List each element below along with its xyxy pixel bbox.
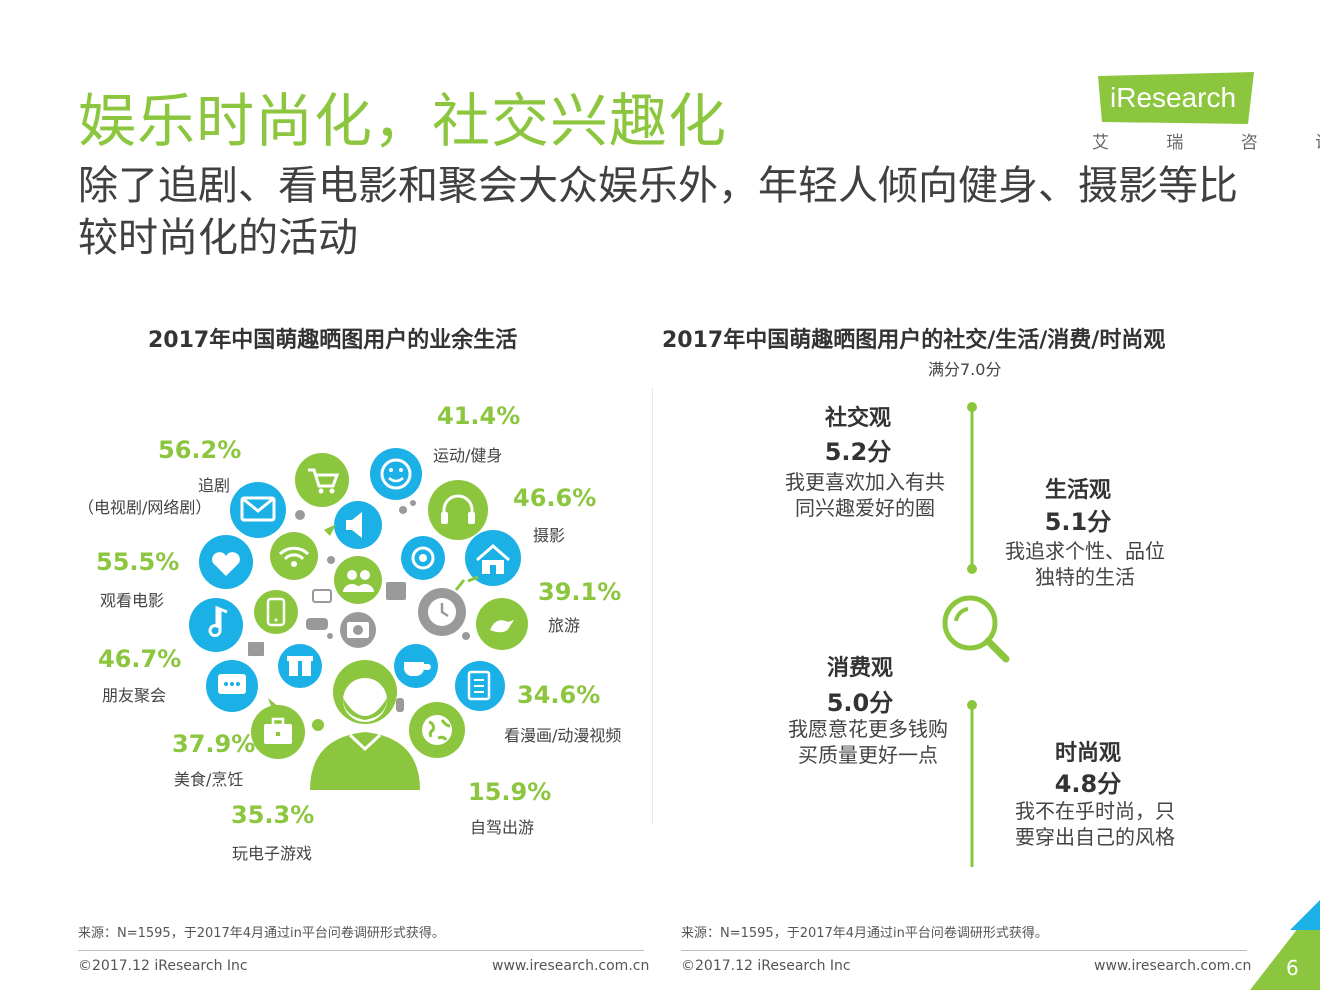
footer-copyright-right: ©2017.12 iResearch Inc	[681, 958, 851, 974]
view-fashion-title: 时尚观	[1054, 741, 1121, 766]
view-consumption-score: 5.0分	[826, 689, 894, 717]
view-social-title: 社交观	[824, 406, 891, 431]
right-chart-title: 2017年中国萌趣晒图用户的社交/生活/消费/时尚观	[662, 328, 1166, 353]
label-drama-detail: （电视剧/网络剧）	[78, 498, 212, 517]
mail-icon	[230, 482, 286, 538]
pct-roadtrip: 15.9%	[468, 778, 552, 806]
view-social-score: 5.2分	[824, 438, 892, 466]
label-food: 美食/烹饪	[174, 770, 244, 789]
chat-icon	[206, 660, 258, 712]
label-roadtrip: 自驾出游	[470, 818, 535, 837]
footer-source-left: 来源：N=1595，于2017年4月通过in平台问卷调研形式获得。	[78, 926, 445, 941]
iresearch-logo	[1098, 72, 1254, 124]
megaphone-icon	[334, 501, 382, 549]
at-icon	[401, 536, 445, 580]
globe-icon	[409, 702, 465, 758]
page-subtitle: 除了追剧、看电影和聚会大众娱乐外，年轻人倾向健身、摄影等比较时尚化的活动	[78, 163, 1238, 261]
pct-party: 46.7%	[98, 645, 182, 673]
heart-icon	[199, 535, 253, 589]
pct-food: 37.9%	[172, 730, 256, 758]
right-chart-note: 满分7.0分	[928, 360, 1002, 379]
label-drama: 追剧	[198, 476, 231, 495]
footer-rule-left	[78, 950, 644, 951]
pct-photography: 46.6%	[513, 484, 597, 512]
page-number: 6	[1286, 956, 1299, 980]
pct-movies: 55.5%	[96, 548, 180, 576]
view-life-title: 生活观	[1044, 478, 1111, 503]
logo-text: iResearch	[1110, 82, 1237, 113]
headphones-icon	[428, 480, 488, 540]
hobby-icon-cluster	[189, 448, 528, 790]
footer-source-right: 来源：N=1595，于2017年4月通过in平台问卷调研形式获得。	[681, 926, 1048, 941]
gift-icon	[278, 644, 322, 688]
view-fashion-desc1: 我不在乎时尚，只	[1015, 799, 1175, 823]
search-magnifier-icon	[942, 595, 1010, 663]
section-divider	[652, 388, 653, 823]
view-life-score: 5.1分	[1044, 508, 1112, 536]
pct-fitness: 41.4%	[437, 402, 521, 430]
briefcase-icon	[251, 705, 305, 759]
view-life-desc2: 独特的生活	[1035, 565, 1135, 589]
bird-icon	[476, 598, 528, 650]
people-icon	[334, 556, 382, 604]
home-icon	[465, 530, 521, 586]
camera-icon	[340, 612, 376, 648]
label-movies: 观看电影	[100, 591, 165, 610]
wifi-icon	[270, 532, 318, 580]
user-avatar-icon	[310, 660, 420, 790]
label-fitness: 运动/健身	[433, 446, 503, 465]
music-icon	[189, 598, 243, 652]
footer-rule-right	[681, 950, 1247, 951]
view-fashion-desc2: 要穿出自己的风格	[1015, 825, 1175, 849]
view-fashion-score: 4.8分	[1054, 770, 1122, 798]
coffee-icon	[394, 644, 438, 688]
footer-copyright-left: ©2017.12 iResearch Inc	[78, 958, 248, 974]
label-travel: 旅游	[548, 616, 581, 635]
pct-comics: 34.6%	[517, 681, 601, 709]
view-consumption-desc1: 我愿意花更多钱购	[788, 717, 948, 741]
view-consumption-title: 消费观	[826, 656, 893, 681]
clock-icon	[418, 588, 466, 636]
page-title: 娱乐时尚化，社交兴趣化	[78, 87, 728, 155]
label-photography: 摄影	[533, 526, 566, 545]
shopping-cart-icon	[295, 453, 349, 507]
footer-url-right: www.iresearch.com.cn	[1094, 958, 1252, 974]
view-social-desc2: 同兴趣爱好的圈	[795, 496, 935, 520]
pct-drama: 56.2%	[158, 436, 242, 464]
view-axis	[942, 402, 1010, 867]
view-life-desc1: 我追求个性、品位	[1005, 539, 1165, 563]
phone-icon	[254, 590, 298, 634]
view-social-desc1: 我更喜欢加入有共	[785, 470, 945, 494]
view-consumption-desc2: 买质量更好一点	[798, 743, 938, 767]
notebook-icon	[455, 661, 505, 711]
label-comics: 看漫画/动漫视频	[504, 726, 622, 745]
pct-gaming: 35.3%	[231, 801, 315, 829]
pct-travel: 39.1%	[538, 578, 622, 606]
left-chart-title: 2017年中国萌趣晒图用户的业余生活	[148, 328, 518, 353]
smiley-icon	[370, 448, 422, 500]
label-gaming: 玩电子游戏	[232, 844, 313, 863]
label-party: 朋友聚会	[102, 686, 167, 705]
footer-url-left: www.iresearch.com.cn	[492, 958, 650, 974]
corner-triangle	[1250, 900, 1320, 990]
logo-subtext: 艾 瑞 咨 询	[1092, 133, 1320, 153]
